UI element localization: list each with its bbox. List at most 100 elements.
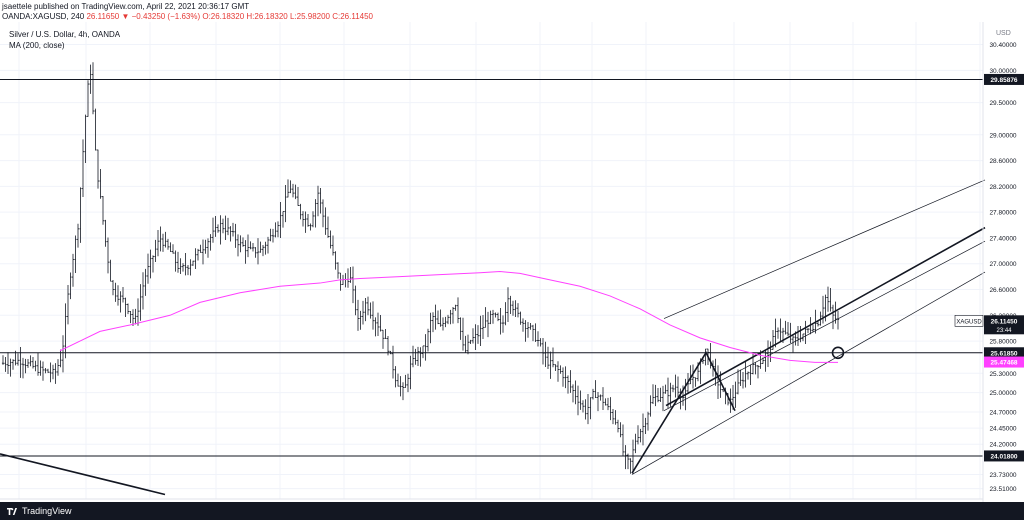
ohlc-bar bbox=[281, 211, 285, 228]
ohlc-bar bbox=[459, 317, 462, 340]
ohlc-bar bbox=[654, 384, 657, 407]
ohlc-bar bbox=[496, 312, 500, 322]
ohlc-bar bbox=[591, 388, 595, 400]
ohlc-bar bbox=[159, 226, 162, 252]
ohlc-bar bbox=[266, 236, 270, 254]
ohlc-bar bbox=[361, 300, 365, 325]
tradingview-logo-icon[interactable] bbox=[6, 505, 18, 517]
ohlc-bar bbox=[199, 244, 202, 253]
ohlc-bar bbox=[831, 304, 835, 330]
ohlc-bar bbox=[779, 318, 782, 343]
ohlc-bar bbox=[176, 251, 180, 273]
ohlc-bar bbox=[821, 295, 825, 324]
ohlc-bar bbox=[431, 312, 435, 333]
ohlc-bar bbox=[581, 400, 585, 413]
ohlc-bar bbox=[324, 207, 327, 235]
ohlc-bar bbox=[284, 185, 287, 223]
ohlc-bar bbox=[74, 235, 77, 274]
trendlines bbox=[0, 179, 986, 496]
ohlc-bar bbox=[474, 324, 477, 350]
ohlc-bar bbox=[476, 325, 480, 344]
ohlc-bar bbox=[514, 300, 517, 317]
ohlc-bar bbox=[544, 341, 547, 367]
ohlc-bar bbox=[464, 335, 467, 353]
ohlc-bar bbox=[6, 352, 10, 374]
ohlc-bar bbox=[796, 326, 800, 346]
ohlc-bar bbox=[524, 320, 527, 342]
ohlc-bar bbox=[626, 453, 630, 470]
ohlc-bar bbox=[741, 372, 745, 389]
ohlc-bar bbox=[466, 334, 470, 355]
ohlc-bar bbox=[656, 388, 660, 403]
ohlc-bar bbox=[716, 365, 720, 399]
ohlc-bar bbox=[601, 387, 605, 411]
countdown-text: 23:44 bbox=[996, 328, 1012, 334]
ohlc-bar bbox=[64, 303, 67, 359]
ohlc-bar bbox=[331, 235, 335, 256]
ohlc-bar bbox=[449, 309, 452, 325]
ohlc-bar bbox=[141, 272, 145, 310]
ohlc-bar bbox=[761, 357, 765, 365]
ohlc-bar bbox=[181, 263, 185, 272]
ohlc-bar bbox=[791, 334, 795, 353]
ohlc-bar bbox=[364, 298, 367, 322]
ohlc-bar bbox=[421, 345, 425, 359]
ohlc-bar bbox=[534, 323, 537, 343]
circle-marker-ring bbox=[831, 346, 845, 360]
ohlc-bar bbox=[699, 358, 702, 385]
ohlc-bar bbox=[746, 371, 750, 380]
ohlc-bar bbox=[836, 310, 840, 330]
footer-brand[interactable]: TradingView bbox=[22, 506, 72, 516]
ohlc-bar bbox=[454, 304, 457, 311]
ohlc-bar bbox=[394, 366, 397, 388]
ohlc-bar bbox=[179, 258, 182, 274]
ma-legend[interactable]: MA (200, close) bbox=[9, 41, 65, 50]
ohlc-bar bbox=[269, 228, 272, 242]
ohlc-bar bbox=[34, 360, 37, 372]
level-badge-text: 29.85876 bbox=[990, 77, 1017, 84]
ohlc-bar bbox=[641, 413, 645, 446]
ohlc-bar bbox=[11, 359, 15, 370]
ohlc-bar bbox=[529, 323, 532, 330]
price-axis[interactable]: 30.40000 30.00000 29.50000 29.00000 28.60000… bbox=[989, 42, 1016, 493]
ohlc-bar bbox=[559, 365, 562, 374]
ohlc-bar bbox=[346, 268, 350, 288]
ohlc-bar bbox=[659, 387, 662, 402]
ohlc-bar bbox=[99, 169, 102, 199]
ohlc-bar bbox=[501, 315, 505, 333]
ohlc-bar bbox=[811, 324, 815, 333]
ohlc-bar bbox=[131, 309, 135, 326]
ohlc-bar bbox=[631, 439, 635, 475]
ohlc-bar bbox=[216, 224, 220, 233]
ohlc-bar bbox=[1, 355, 5, 365]
series-legend[interactable]: Silver / U.S. Dollar, 4h, OANDA bbox=[9, 30, 121, 39]
ohlc-bar bbox=[396, 373, 400, 387]
ohlc-bar bbox=[294, 184, 297, 200]
ohlc-bar bbox=[554, 364, 557, 371]
ohlc-bar bbox=[259, 241, 262, 253]
ohlc-bar bbox=[354, 285, 357, 316]
ohlc-bar bbox=[416, 346, 420, 367]
ohlc-bar bbox=[326, 216, 330, 238]
y-tick-label: 29.00000 bbox=[989, 132, 1016, 139]
ohlc-bar bbox=[686, 372, 690, 395]
ohlc-bar bbox=[681, 385, 685, 406]
ohlc-bar bbox=[109, 259, 112, 282]
ohlc-bar bbox=[764, 349, 767, 372]
ohlc-bar bbox=[756, 365, 760, 379]
ohlc-bar bbox=[611, 408, 615, 425]
ohlc-bar bbox=[311, 211, 315, 228]
ohlc-bar bbox=[624, 445, 627, 470]
ohlc-bar bbox=[604, 398, 607, 406]
ohlc-bar bbox=[101, 195, 105, 225]
ohlc-bar bbox=[734, 381, 737, 408]
ma-badge-text: 25.47468 bbox=[990, 360, 1017, 367]
ohlc-bar bbox=[471, 328, 475, 344]
ohlc-bar bbox=[221, 218, 225, 234]
ohlc-bar bbox=[209, 234, 212, 251]
ohlc-bar bbox=[366, 296, 370, 316]
horizontal-levels bbox=[0, 78, 983, 457]
ohlc-bar bbox=[414, 348, 417, 365]
ohlc-bar bbox=[261, 245, 265, 257]
